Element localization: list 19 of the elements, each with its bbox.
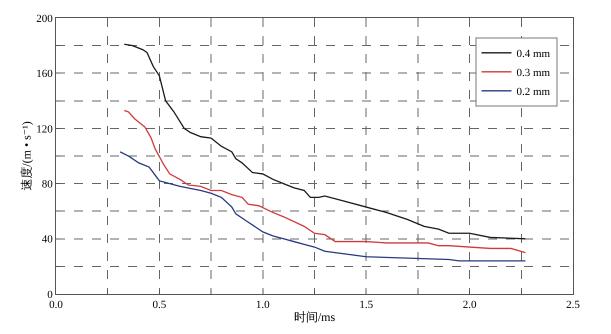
y-tick-label: 200	[36, 12, 54, 25]
y-tick-label: 0	[47, 288, 54, 301]
y-tick-label: 80	[42, 178, 54, 190]
legend-label: 0.3 mm	[516, 67, 551, 80]
x-tick-label: 0.5	[152, 299, 167, 312]
y-tick-label: 160	[36, 68, 54, 80]
x-axis-title: 时间/ms	[294, 310, 336, 324]
legend-label: 0.2 mm	[516, 86, 551, 98]
line-series	[119, 151, 526, 262]
y-tick-label: 40	[42, 234, 54, 246]
y-axis-title: 速度/(m • s⁻¹)	[20, 121, 34, 191]
x-tick-label: 1.5	[359, 299, 374, 312]
x-tick-label: 2.0	[462, 299, 477, 312]
line-series	[124, 110, 526, 254]
x-tick-label: 1.0	[256, 299, 270, 312]
legend-label: 0.4 mm	[516, 48, 551, 60]
y-tick-label: 120	[36, 123, 54, 136]
x-tick-label: 2.5	[566, 299, 580, 312]
x-tick-label: 0.0	[49, 299, 64, 312]
